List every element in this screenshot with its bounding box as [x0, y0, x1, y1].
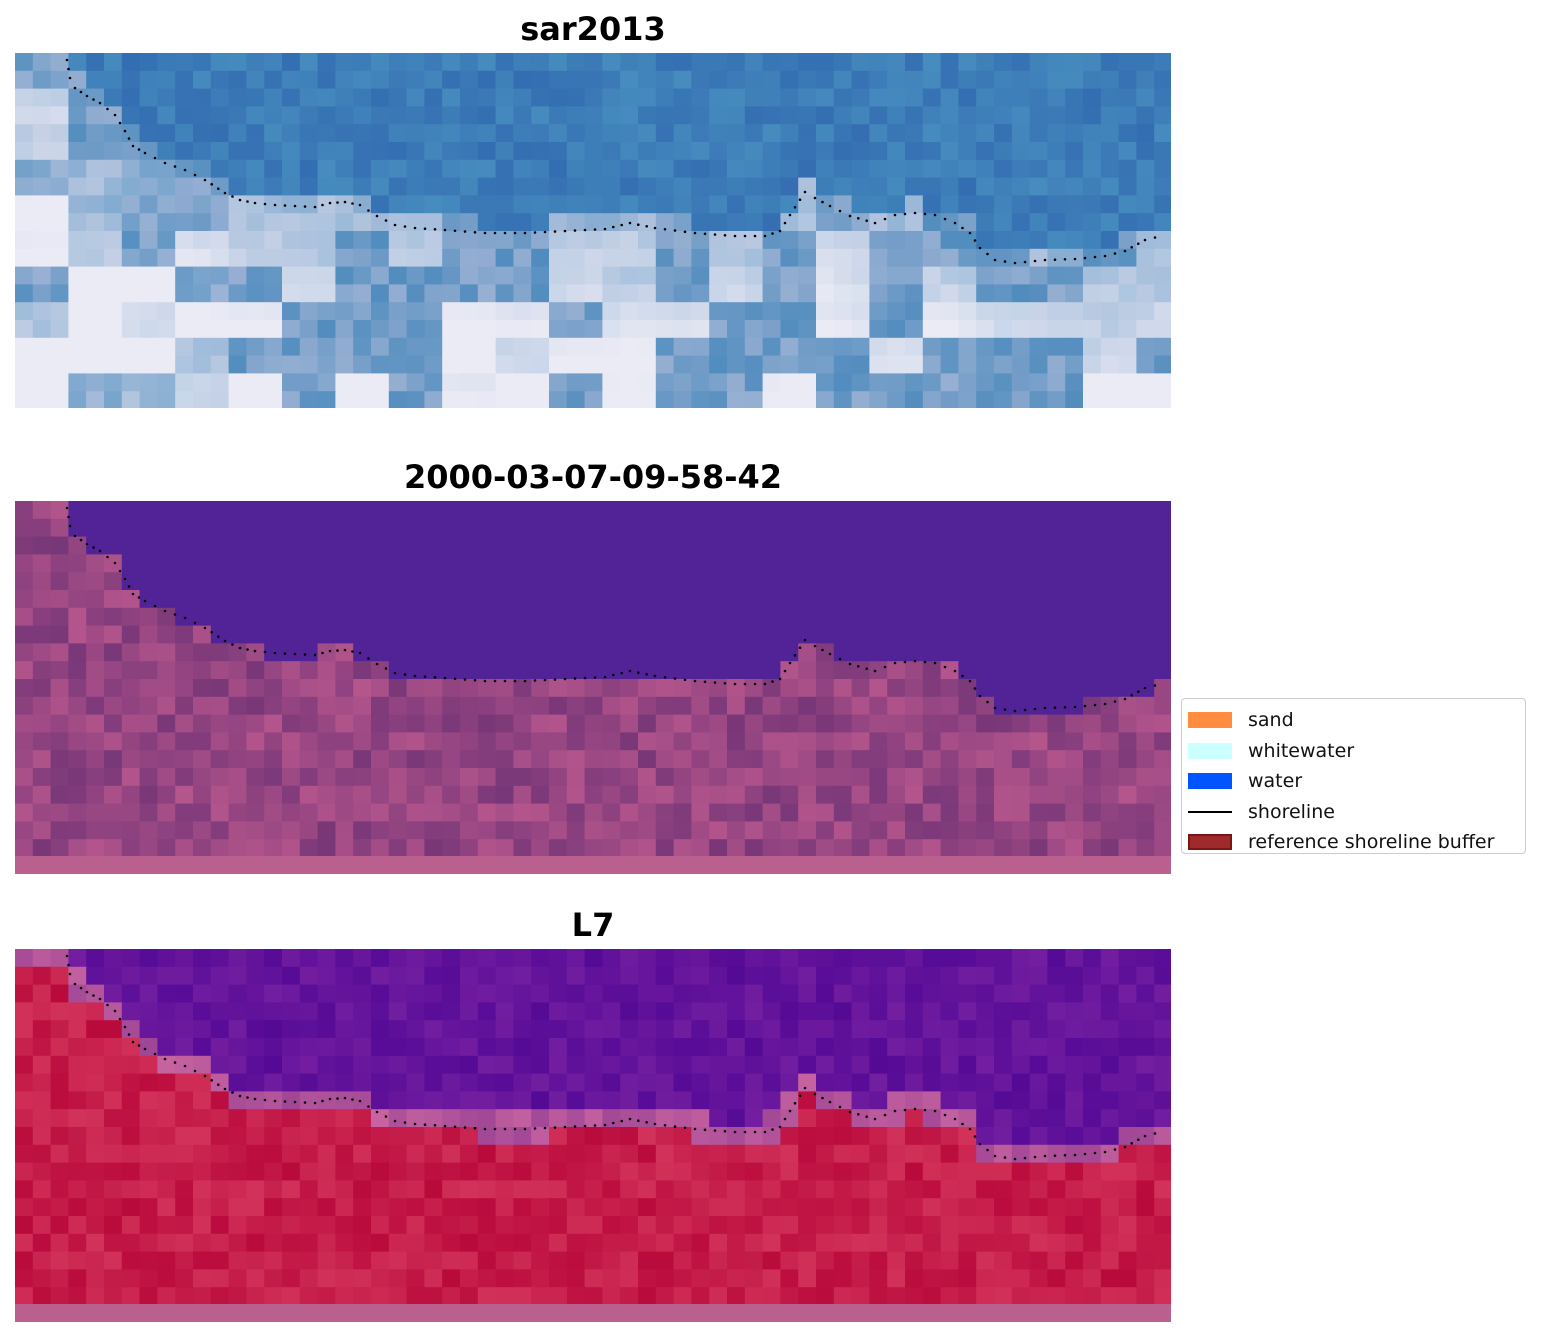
- legend-label: whitewater: [1248, 739, 1355, 762]
- panel-l7-title: L7: [571, 906, 615, 944]
- legend-item-sand: sand: [1188, 705, 1525, 736]
- panel-date-title: 2000-03-07-09-58-42: [403, 458, 783, 496]
- water-swatch: [1188, 773, 1232, 790]
- raster-pixels: [15, 53, 1171, 408]
- legend-item-whitewater: whitewater: [1188, 736, 1525, 767]
- legend-label: shoreline: [1248, 800, 1335, 823]
- shoreline-dots: [65, 954, 1157, 1161]
- legend-item-water: water: [1188, 766, 1525, 797]
- legend-label: water: [1248, 770, 1303, 793]
- legend-item-reference-buffer: reference shoreline buffer: [1188, 827, 1525, 858]
- sand-swatch: [1188, 712, 1232, 729]
- panel-sar2013-title: sar2013: [520, 10, 666, 48]
- panel-classification-image: [15, 501, 1171, 874]
- bottom-band: [15, 1304, 1171, 1322]
- bottom-band: [15, 856, 1171, 874]
- raster-pixels: [15, 501, 1171, 874]
- shoreline-dots: [65, 506, 1157, 713]
- panel-sar2013-image: [15, 53, 1171, 408]
- whitewater-swatch: [1188, 742, 1232, 759]
- shoreline-swatch: [1188, 810, 1232, 813]
- reference-buffer-swatch: [1188, 834, 1232, 851]
- shoreline-dots: [65, 58, 1157, 265]
- raster-pixels: [15, 949, 1171, 1322]
- legend-label: sand: [1248, 709, 1294, 732]
- legend-label: reference shoreline buffer: [1248, 831, 1495, 854]
- panel-l7-image: [15, 949, 1171, 1322]
- legend-item-shoreline: shoreline: [1188, 797, 1525, 828]
- legend: sand whitewater water shoreline referenc…: [1181, 698, 1526, 854]
